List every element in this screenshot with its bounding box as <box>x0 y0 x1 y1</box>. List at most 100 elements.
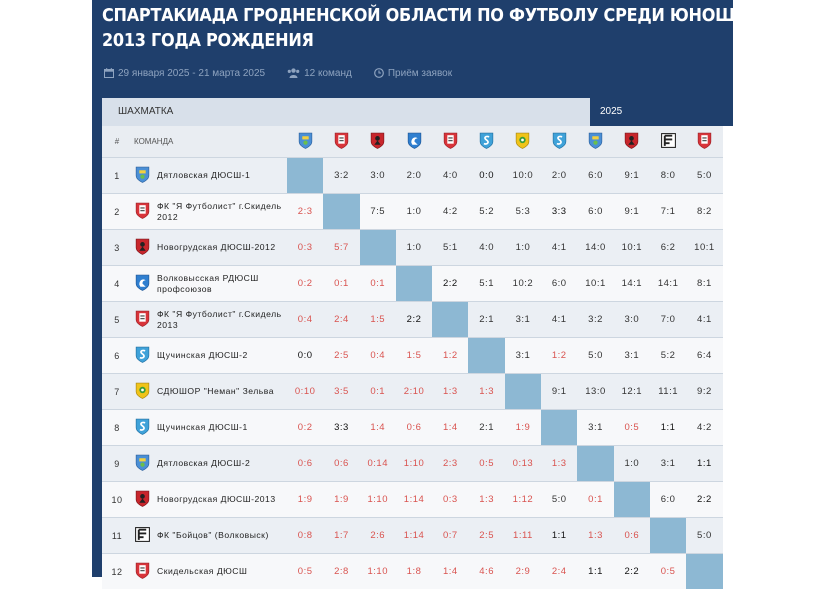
match-score[interactable]: 9:1 <box>614 158 650 194</box>
match-score[interactable]: 3:1 <box>650 446 686 482</box>
match-score[interactable]: 0:10 <box>287 374 323 410</box>
match-score[interactable]: 0:1 <box>360 374 396 410</box>
match-score[interactable]: 1:9 <box>505 410 541 446</box>
match-score[interactable]: 4:1 <box>541 230 577 266</box>
match-score[interactable]: 0:0 <box>468 158 504 194</box>
match-score[interactable]: 1:4 <box>432 554 468 589</box>
match-score[interactable]: 0:7 <box>432 518 468 554</box>
match-score[interactable]: 0:5 <box>468 446 504 482</box>
team-cell[interactable]: Волковысская РДЮСШ профсоюзов <box>132 266 287 302</box>
match-score[interactable]: 2:3 <box>432 446 468 482</box>
team-cell[interactable]: СДЮШОР "Неман" Зельва <box>132 374 287 410</box>
team-cell[interactable]: Скидельская ДЮСШ <box>132 554 287 589</box>
match-score[interactable]: 2:4 <box>541 554 577 589</box>
match-score[interactable]: 1:10 <box>360 554 396 589</box>
match-score[interactable]: 3:3 <box>323 410 359 446</box>
match-score[interactable]: 4:0 <box>432 158 468 194</box>
match-score[interactable]: 2:2 <box>432 266 468 302</box>
match-score[interactable]: 2:5 <box>468 518 504 554</box>
match-score[interactable]: 3:1 <box>577 410 613 446</box>
column-header-boitsov-logo-icon[interactable] <box>650 126 686 158</box>
match-score[interactable]: 10:1 <box>614 230 650 266</box>
match-score[interactable]: 0:3 <box>432 482 468 518</box>
match-score[interactable]: 12:1 <box>614 374 650 410</box>
match-score[interactable]: 5:2 <box>650 338 686 374</box>
match-score[interactable]: 0:1 <box>323 266 359 302</box>
match-score[interactable]: 0:0 <box>287 338 323 374</box>
match-score[interactable]: 0:4 <box>360 338 396 374</box>
match-score[interactable]: 4:1 <box>686 302 722 338</box>
match-score[interactable]: 14:1 <box>650 266 686 302</box>
match-score[interactable]: 3:2 <box>577 302 613 338</box>
match-score[interactable]: 1:0 <box>396 194 432 230</box>
match-score[interactable]: 0:6 <box>614 518 650 554</box>
match-score[interactable]: 2:8 <box>323 554 359 589</box>
match-score[interactable]: 5:0 <box>577 338 613 374</box>
match-score[interactable]: 2:0 <box>541 158 577 194</box>
match-score[interactable]: 1:0 <box>396 230 432 266</box>
team-cell[interactable]: Дятловская ДЮСШ-2 <box>132 446 287 482</box>
column-header-shchuchin-crest-icon[interactable] <box>468 126 504 158</box>
match-score[interactable]: 2:2 <box>614 554 650 589</box>
team-cell[interactable]: Щучинская ДЮСШ-2 <box>132 338 287 374</box>
match-score[interactable]: 5:1 <box>432 230 468 266</box>
match-score[interactable]: 2:1 <box>468 302 504 338</box>
match-score[interactable]: 8:0 <box>650 158 686 194</box>
match-score[interactable]: 3:5 <box>323 374 359 410</box>
match-score[interactable]: 0:5 <box>650 554 686 589</box>
match-score[interactable]: 1:9 <box>323 482 359 518</box>
season-selector[interactable]: 2025 <box>590 98 733 126</box>
team-cell[interactable]: Новогрудская ДЮСШ-2013 <box>132 482 287 518</box>
match-score[interactable]: 1:1 <box>650 410 686 446</box>
match-score[interactable]: 0:2 <box>287 410 323 446</box>
match-score[interactable]: 1:4 <box>360 410 396 446</box>
match-score[interactable]: 1:14 <box>396 518 432 554</box>
match-score[interactable]: 5:7 <box>323 230 359 266</box>
match-score[interactable]: 2:4 <box>323 302 359 338</box>
match-score[interactable]: 1:3 <box>577 518 613 554</box>
match-score[interactable]: 4:0 <box>468 230 504 266</box>
column-header-volkovysk-crest-icon[interactable] <box>396 126 432 158</box>
match-score[interactable]: 5:0 <box>541 482 577 518</box>
match-score[interactable]: 7:5 <box>360 194 396 230</box>
team-cell[interactable]: Щучинская ДЮСШ-1 <box>132 410 287 446</box>
match-score[interactable]: 5:0 <box>686 158 722 194</box>
match-score[interactable]: 9:2 <box>686 374 722 410</box>
team-cell[interactable]: ФК "Я Футболист" г.Скидель 2013 <box>132 302 287 338</box>
match-score[interactable]: 0:1 <box>577 482 613 518</box>
match-score[interactable]: 2:3 <box>287 194 323 230</box>
match-score[interactable]: 10:1 <box>686 230 722 266</box>
match-score[interactable]: 3:1 <box>505 338 541 374</box>
match-score[interactable]: 1:5 <box>360 302 396 338</box>
match-score[interactable]: 5:1 <box>468 266 504 302</box>
match-score[interactable]: 1:9 <box>287 482 323 518</box>
match-score[interactable]: 0:6 <box>396 410 432 446</box>
match-score[interactable]: 14:1 <box>614 266 650 302</box>
match-score[interactable]: 5:3 <box>505 194 541 230</box>
match-score[interactable]: 2:2 <box>686 482 722 518</box>
match-score[interactable]: 2:1 <box>468 410 504 446</box>
team-cell[interactable]: Дятловская ДЮСШ-1 <box>132 158 287 194</box>
match-score[interactable]: 0:5 <box>614 410 650 446</box>
match-score[interactable]: 0:2 <box>287 266 323 302</box>
match-score[interactable]: 0:6 <box>287 446 323 482</box>
match-score[interactable]: 11:1 <box>650 374 686 410</box>
match-score[interactable]: 3:3 <box>541 194 577 230</box>
match-score[interactable]: 1:10 <box>360 482 396 518</box>
match-score[interactable]: 2:10 <box>396 374 432 410</box>
match-score[interactable]: 10:2 <box>505 266 541 302</box>
column-header-skidel-crest-icon[interactable] <box>686 126 722 158</box>
match-score[interactable]: 6:0 <box>577 158 613 194</box>
match-score[interactable]: 1:3 <box>468 482 504 518</box>
match-score[interactable]: 6:4 <box>686 338 722 374</box>
match-score[interactable]: 2:0 <box>396 158 432 194</box>
match-score[interactable]: 0:6 <box>323 446 359 482</box>
match-score[interactable]: 1:2 <box>432 338 468 374</box>
match-score[interactable]: 1:3 <box>432 374 468 410</box>
match-score[interactable]: 1:10 <box>396 446 432 482</box>
match-score[interactable]: 0:4 <box>287 302 323 338</box>
match-score[interactable]: 1:3 <box>468 374 504 410</box>
match-score[interactable]: 0:14 <box>360 446 396 482</box>
match-score[interactable]: 13:0 <box>577 374 613 410</box>
match-score[interactable]: 6:0 <box>650 482 686 518</box>
